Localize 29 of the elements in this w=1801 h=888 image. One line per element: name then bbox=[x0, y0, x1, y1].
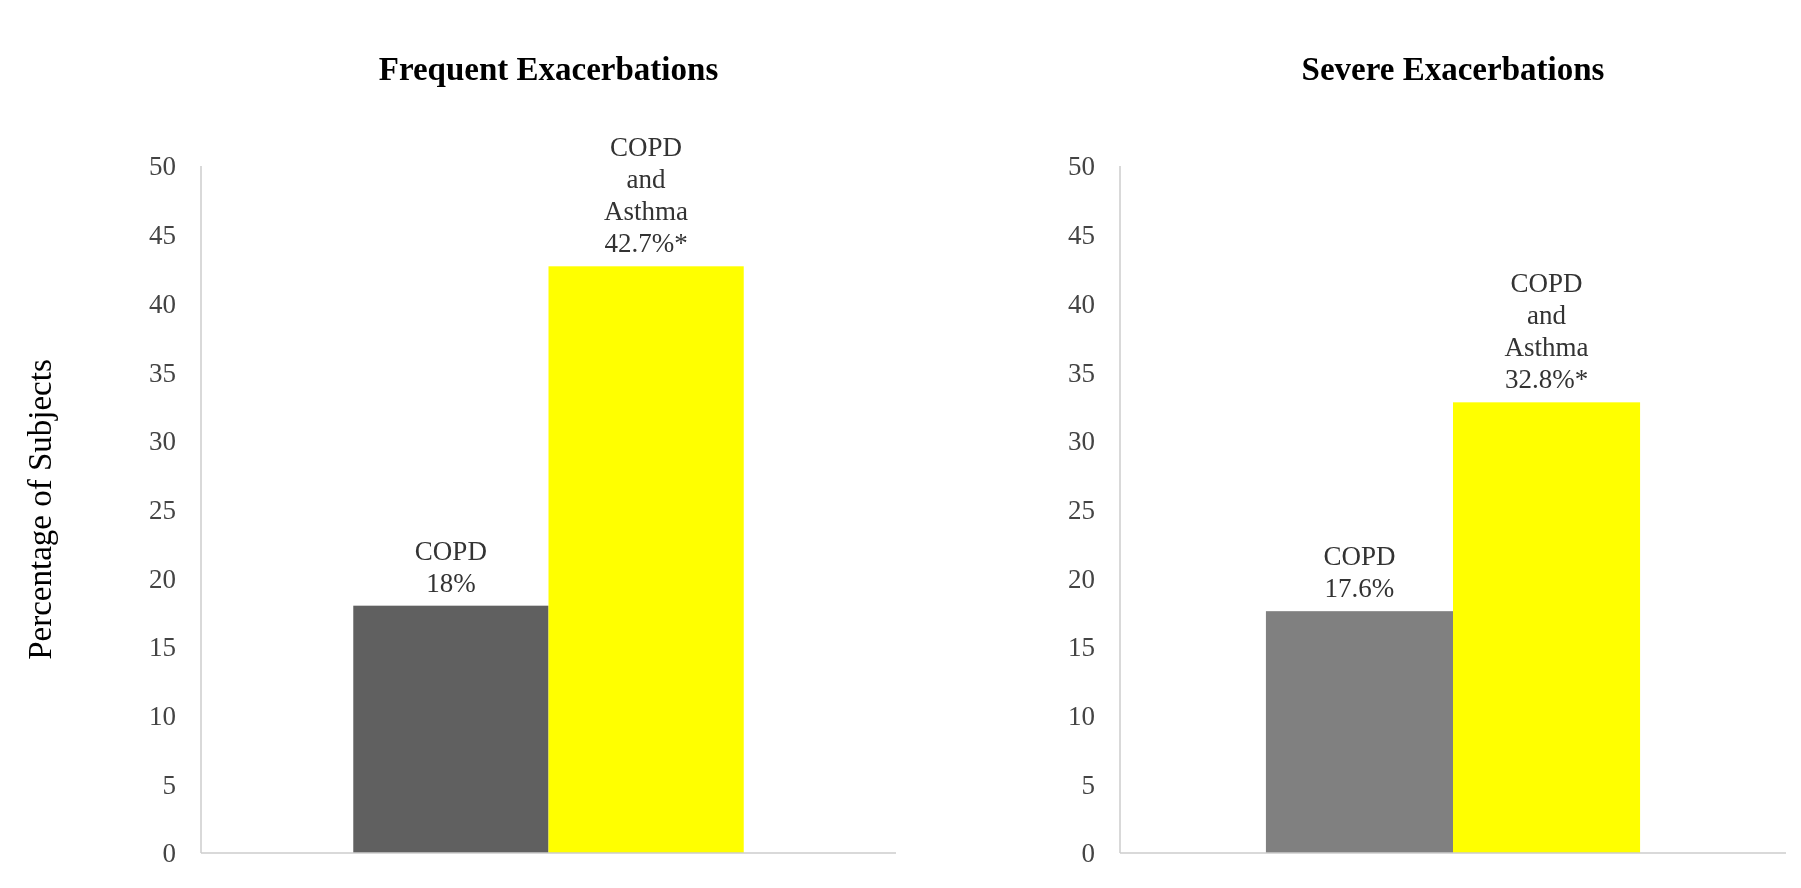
y-tick-label: 40 bbox=[1068, 288, 1095, 319]
y-tick-label: 20 bbox=[149, 563, 176, 594]
y-tick-label: 10 bbox=[1068, 701, 1095, 732]
data-label: COPD 18% bbox=[414, 535, 487, 598]
y-tick-label: 15 bbox=[149, 632, 176, 663]
y-tick-label: 30 bbox=[1068, 426, 1095, 457]
y-tick-label: 15 bbox=[1068, 632, 1095, 663]
chart-title: Frequent Exacerbations bbox=[378, 51, 719, 87]
data-label: COPD 17.6% bbox=[1323, 541, 1396, 604]
y-tick-label: 10 bbox=[149, 701, 176, 732]
y-tick-label: 0 bbox=[1081, 838, 1095, 869]
y-tick-label: 5 bbox=[1081, 769, 1095, 800]
y-tick-label: 25 bbox=[1068, 494, 1095, 525]
data-label: COPD and Asthma 32.8%* bbox=[1504, 268, 1589, 395]
y-tick-label: 30 bbox=[149, 426, 176, 457]
y-tick-label: 35 bbox=[149, 357, 176, 388]
y-tick-label: 35 bbox=[1068, 357, 1095, 388]
y-tick-label: 45 bbox=[149, 220, 176, 251]
y-tick-label: 0 bbox=[162, 838, 176, 869]
y-axis-title: Percentage of Subjects bbox=[22, 359, 58, 660]
y-tick-label: 25 bbox=[149, 494, 176, 525]
y-tick-label: 20 bbox=[1068, 563, 1095, 594]
y-tick-label: 40 bbox=[149, 288, 176, 319]
y-tick-label: 5 bbox=[162, 769, 176, 800]
y-tick-label: 50 bbox=[1068, 151, 1095, 182]
y-tick-label: 45 bbox=[1068, 220, 1095, 251]
y-tick-label: 50 bbox=[149, 151, 176, 182]
data-label: COPD and Asthma 42.7%* bbox=[604, 132, 689, 259]
chart-title: Severe Exacerbations bbox=[1301, 51, 1605, 87]
